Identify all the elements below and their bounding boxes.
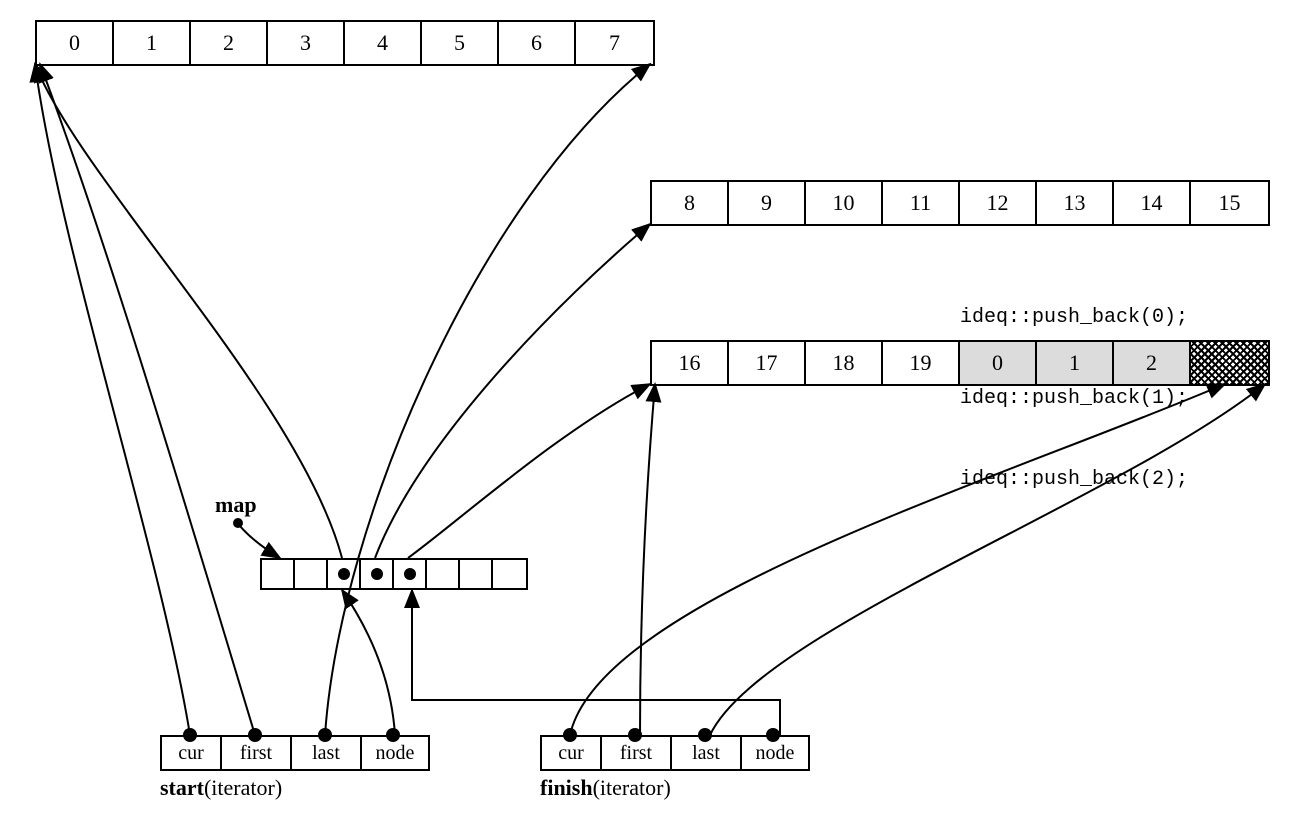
code-line-2: ideq::push_back(1); [960,385,1188,412]
iter-start-last: last [292,737,362,769]
code-line-1: ideq::push_back(0); [960,304,1188,331]
iter-start-cur: cur [162,737,222,769]
arrow-map-slot3-to-buf2 [375,224,650,558]
buf1-cell-3: 3 [268,22,345,64]
buf2-cell-5: 13 [1037,182,1114,224]
iter-start-first: first [222,737,292,769]
start-label: start(iterator) [160,775,282,801]
map-cell-7 [493,560,526,588]
iter-finish-pin-first [628,728,642,742]
buf2-cell-6: 14 [1114,182,1191,224]
iter-finish-pin-node [766,728,780,742]
map-cell-6 [460,560,493,588]
iter-start-pin-node [386,728,400,742]
buf1-cell-0: 0 [37,22,114,64]
map-cell-2 [328,560,361,588]
map-cell-4 [394,560,427,588]
buf3-cell-2: 18 [806,342,883,384]
code-block: ideq::push_back(0); ideq::push_back(1); … [960,250,1188,520]
arrow-start-last-to-buf1-end [325,64,650,735]
buf3-cell-1: 17 [729,342,806,384]
iter-start-pin-first [248,728,262,742]
map-label-dot [233,518,243,528]
arrow-finish-node-to-map-slot4 [412,590,780,735]
map-dot-2 [338,568,350,580]
buf1-cell-2: 2 [191,22,268,64]
buf2-cell-2: 10 [806,182,883,224]
finish-label: finish(iterator) [540,775,671,801]
buf2-cell-7: 15 [1191,182,1268,224]
buf1-cell-7: 7 [576,22,653,64]
map-array [260,558,528,590]
code-line-3: ideq::push_back(2); [960,466,1188,493]
map-dot-4 [404,568,416,580]
buffer-1: 01234567 [35,20,655,66]
buf2-cell-3: 11 [883,182,960,224]
iter-start-pin-cur [183,728,197,742]
arrow-finish-first-to-buf3-0 [640,384,655,735]
iter-finish-last: last [672,737,742,769]
iter-finish-pin-last [698,728,712,742]
iter-start-node: node [362,737,428,769]
arrow-start-node-to-map-slot2 [342,590,395,735]
map-dot-3 [371,568,383,580]
map-cell-3 [361,560,394,588]
buf1-cell-1: 1 [114,22,191,64]
map-cell-0 [262,560,295,588]
arrow-start-cur-to-buf1-0 [35,64,190,735]
start-label-rest: (iterator) [204,775,282,800]
buf1-cell-5: 5 [422,22,499,64]
arrow-map-slot2-to-buf1 [35,64,342,558]
start-label-bold: start [160,775,204,800]
arrow-start-first-to-buf1-0 [40,64,255,735]
finish-label-bold: finish [540,775,593,800]
map-label: map [215,492,257,518]
arrow-map-slot4-to-buf3 [408,384,650,558]
buf1-cell-6: 6 [499,22,576,64]
iter-finish-pin-cur [563,728,577,742]
finish-label-rest: (iterator) [593,775,671,800]
buf3-cell-0: 16 [652,342,729,384]
iter-finish-cur: cur [542,737,602,769]
buf3-cell-3: 19 [883,342,960,384]
iter-finish-first: first [602,737,672,769]
buf2-cell-1: 9 [729,182,806,224]
buf2-cell-0: 8 [652,182,729,224]
buf3-cell-7 [1191,342,1268,384]
iter-start-pin-last [318,728,332,742]
buf1-cell-4: 4 [345,22,422,64]
map-cell-5 [427,560,460,588]
iter-finish-node: node [742,737,808,769]
buffer-2: 89101112131415 [650,180,1270,226]
map-cell-1 [295,560,328,588]
buf2-cell-4: 12 [960,182,1037,224]
